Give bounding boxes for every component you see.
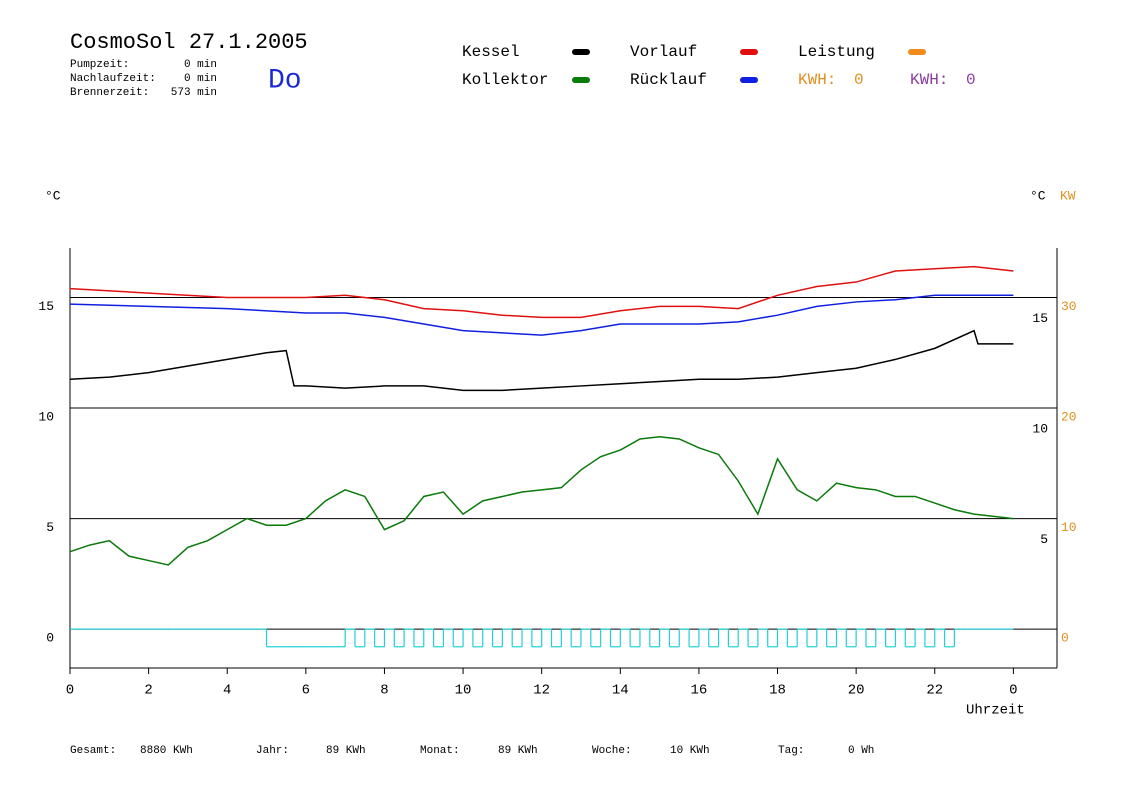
y-tick-label: 5	[46, 520, 54, 535]
x-tick-label: 2	[144, 683, 152, 699]
series-line	[69, 329, 1014, 392]
y3-tick-label: 10	[1032, 421, 1048, 436]
y-tick-label: 10	[38, 409, 54, 424]
y2-tick-label: 10	[1061, 520, 1077, 535]
stat-label: Brennerzeit:	[70, 87, 149, 99]
day-label: Do	[268, 65, 302, 96]
stat-label: Pumpzeit:	[70, 59, 129, 71]
stat-value: 0 min	[184, 59, 217, 71]
x-tick-label: 14	[612, 683, 629, 699]
x-tick-label: 0	[66, 683, 74, 699]
legend-label: Kessel	[462, 43, 520, 61]
x-tick-label: 4	[223, 683, 231, 699]
total-value: 8880 KWh	[140, 745, 193, 757]
total-label: Woche:	[592, 745, 632, 757]
x-tick-label: 10	[455, 683, 472, 699]
total-value: 89 KWh	[326, 745, 366, 757]
stat-value: 573 min	[171, 87, 217, 99]
x-tick-label: 6	[302, 683, 310, 699]
y2-axis-label: KW	[1060, 188, 1076, 203]
total-label: Jahr:	[256, 745, 289, 757]
y3-tick-label: 5	[1040, 532, 1048, 547]
kwh-value: 0	[854, 71, 864, 89]
total-value: 89 KWh	[498, 745, 538, 757]
series-line	[69, 265, 1014, 319]
legend-label: Rücklauf	[630, 71, 707, 89]
total-value: 10 KWh	[670, 745, 710, 757]
x-tick-label: 16	[691, 683, 708, 699]
chart-title: CosmoSol 27.1.2005	[70, 30, 308, 55]
y-tick-label: 15	[38, 299, 54, 314]
x-axis-label: Uhrzeit	[966, 703, 1025, 719]
y-tick-label: 0	[46, 631, 54, 646]
x-tick-label: 12	[533, 683, 550, 699]
legend-label: Leistung	[798, 43, 875, 61]
stat-value: 0 min	[184, 73, 217, 85]
total-label: Gesamt:	[70, 745, 116, 757]
y-axis-label: °C	[45, 188, 61, 203]
x-tick-label: 8	[380, 683, 388, 699]
y3-tick-label: 15	[1032, 311, 1048, 326]
total-label: Monat:	[420, 745, 460, 757]
x-tick-label: 0	[1009, 683, 1017, 699]
stat-label: Nachlaufzeit:	[70, 73, 156, 85]
y2-tick-label: 0	[1061, 631, 1069, 646]
total-value: 0 Wh	[848, 745, 874, 757]
series-line	[69, 294, 1014, 336]
y2-tick-label: 30	[1061, 299, 1077, 314]
total-label: Tag:	[778, 745, 804, 757]
x-tick-label: 18	[769, 683, 786, 699]
y3-axis-label: °C	[1030, 188, 1046, 203]
legend-label: Kollektor	[462, 71, 548, 89]
x-tick-label: 22	[926, 683, 943, 699]
kwh-label: KWH:	[910, 71, 948, 89]
x-tick-label: 20	[848, 683, 865, 699]
y2-tick-label: 20	[1061, 409, 1077, 424]
kwh-value: 0	[966, 71, 976, 89]
series-line	[69, 436, 1014, 566]
kwh-label: KWH:	[798, 71, 836, 89]
legend-label: Vorlauf	[630, 43, 697, 61]
